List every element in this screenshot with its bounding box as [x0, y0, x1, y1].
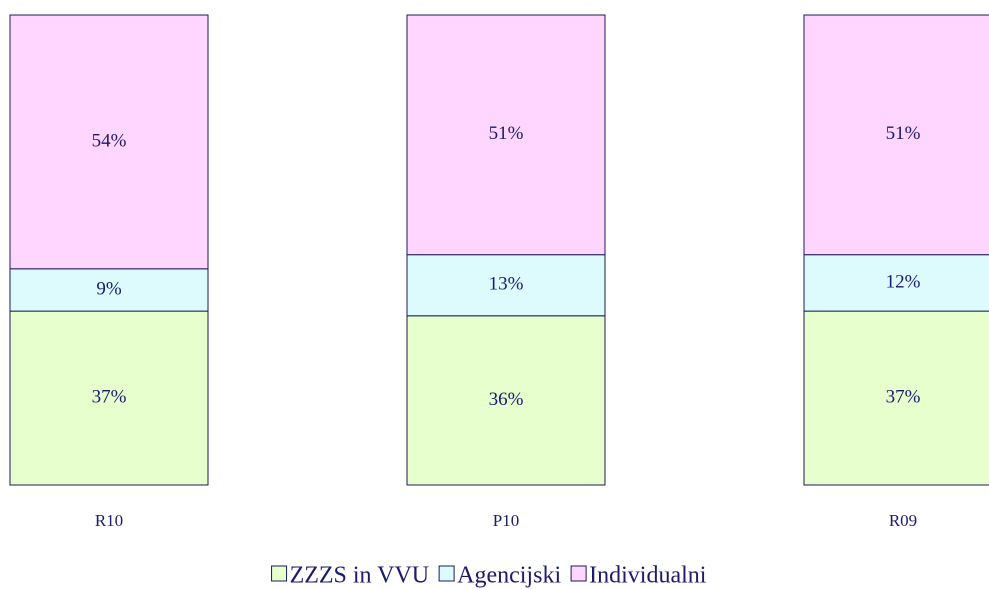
data-label: 51% [886, 123, 921, 144]
legend-swatch [271, 565, 288, 582]
bar-segment [803, 310, 989, 486]
x-tick-label: P10 [493, 511, 519, 530]
bar-segment [406, 315, 606, 486]
data-label: 36% [489, 389, 524, 410]
legend-label: ZZZS in VVU [290, 563, 430, 589]
bar-segment [406, 254, 606, 317]
legend-label: Individualni [589, 563, 707, 589]
legend-label: Agencijski [457, 563, 561, 589]
x-tick-label: R09 [889, 511, 917, 530]
data-label: 13% [489, 274, 524, 295]
legend-swatch [570, 565, 587, 582]
bar-segment [9, 14, 209, 270]
x-tick-label: R10 [95, 511, 123, 530]
bar-segment [406, 14, 606, 256]
data-label: 12% [886, 271, 921, 292]
bar-segment [9, 310, 209, 486]
bar-segment [9, 268, 209, 312]
data-label: 9% [96, 278, 122, 299]
data-label: 37% [92, 386, 127, 407]
bar-segment [803, 14, 989, 256]
data-label: 37% [886, 386, 921, 407]
data-label: 51% [489, 123, 524, 144]
legend-swatch [438, 565, 455, 582]
data-label: 54% [92, 130, 127, 151]
